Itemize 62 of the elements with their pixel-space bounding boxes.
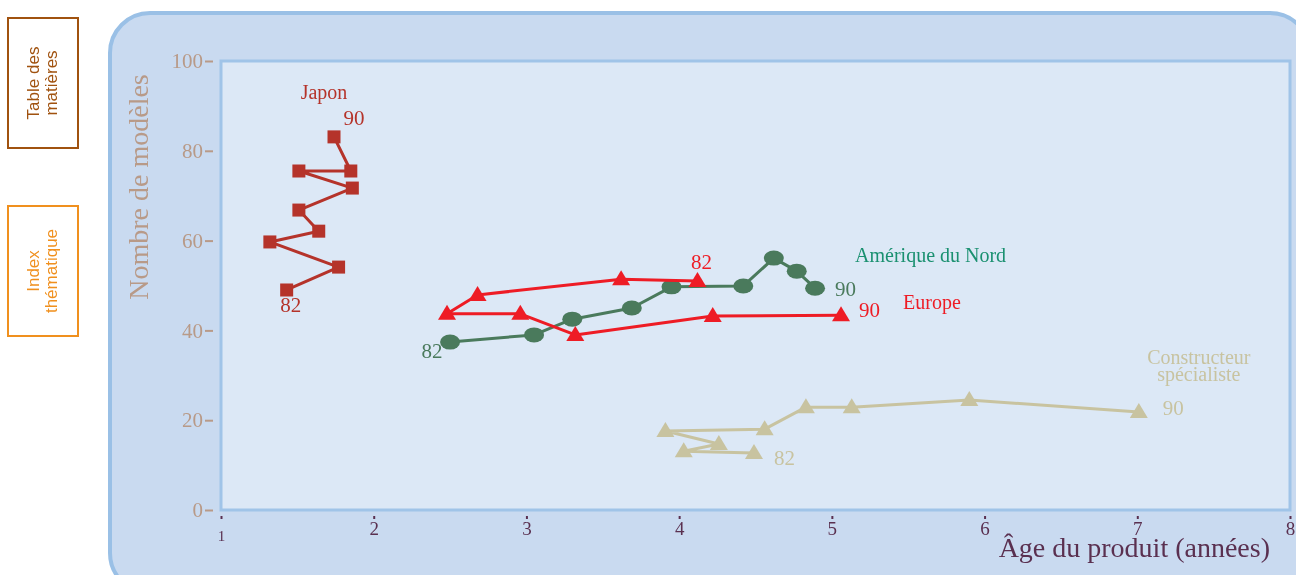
point xyxy=(263,235,277,249)
point xyxy=(709,435,728,450)
point xyxy=(511,304,530,320)
annotation: 90 xyxy=(343,105,365,130)
point xyxy=(621,300,642,316)
point xyxy=(438,304,457,320)
x-tick-label: 5 xyxy=(827,518,838,540)
point xyxy=(763,250,784,266)
annotation: 82 xyxy=(690,250,712,275)
point xyxy=(805,280,826,296)
point xyxy=(656,421,675,437)
text: Index thématique xyxy=(23,228,62,314)
series-label: Constructeur spécialiste xyxy=(1147,346,1251,387)
point xyxy=(327,130,341,144)
y-tick-label: 60 xyxy=(182,228,203,253)
point xyxy=(524,327,545,343)
point xyxy=(755,420,774,436)
y-axis-title: Nombre de modèles xyxy=(123,74,154,300)
point xyxy=(733,278,754,294)
x-tick-label: 6 xyxy=(980,518,990,540)
point xyxy=(345,181,359,195)
point xyxy=(832,306,851,322)
y-tick-label: 40 xyxy=(182,318,203,343)
series-label: Amérique du Nord xyxy=(855,244,1007,268)
x-tick-label: 3 xyxy=(522,518,532,540)
text: Europe xyxy=(903,291,961,315)
annotation: 82 xyxy=(280,292,302,317)
point xyxy=(562,311,583,327)
point xyxy=(796,398,815,414)
point xyxy=(312,224,326,238)
y-tick-label: 100 xyxy=(171,49,203,74)
point xyxy=(292,203,306,217)
point xyxy=(674,442,693,458)
point xyxy=(344,164,358,178)
point xyxy=(612,270,631,286)
y-tick-label: 80 xyxy=(182,139,203,164)
point xyxy=(703,307,722,323)
point xyxy=(566,325,585,341)
point xyxy=(280,283,294,297)
annotation: 82 xyxy=(773,445,795,470)
y-tick-label: 0 xyxy=(192,498,203,523)
y-tick-label: 20 xyxy=(182,408,203,433)
x-tick-label: 8 xyxy=(1285,518,1296,540)
point xyxy=(440,334,461,350)
point xyxy=(292,164,306,178)
point xyxy=(842,398,861,414)
series-label: Japon xyxy=(300,80,348,104)
point xyxy=(960,391,979,406)
annotation: 82 xyxy=(421,339,443,364)
point xyxy=(468,285,487,301)
annotation: 90 xyxy=(835,277,857,302)
point xyxy=(688,272,707,288)
point xyxy=(786,263,807,279)
annotation: 90 xyxy=(859,298,881,323)
x-tick-label: 4 xyxy=(674,518,685,540)
point xyxy=(744,443,763,459)
text: Table des matières xyxy=(23,46,62,120)
annotation: 90 xyxy=(1162,396,1184,421)
x-tick-label: 2 xyxy=(369,518,379,540)
point xyxy=(332,260,346,274)
point xyxy=(1129,403,1148,419)
x-tick-label: 1 xyxy=(217,527,226,544)
